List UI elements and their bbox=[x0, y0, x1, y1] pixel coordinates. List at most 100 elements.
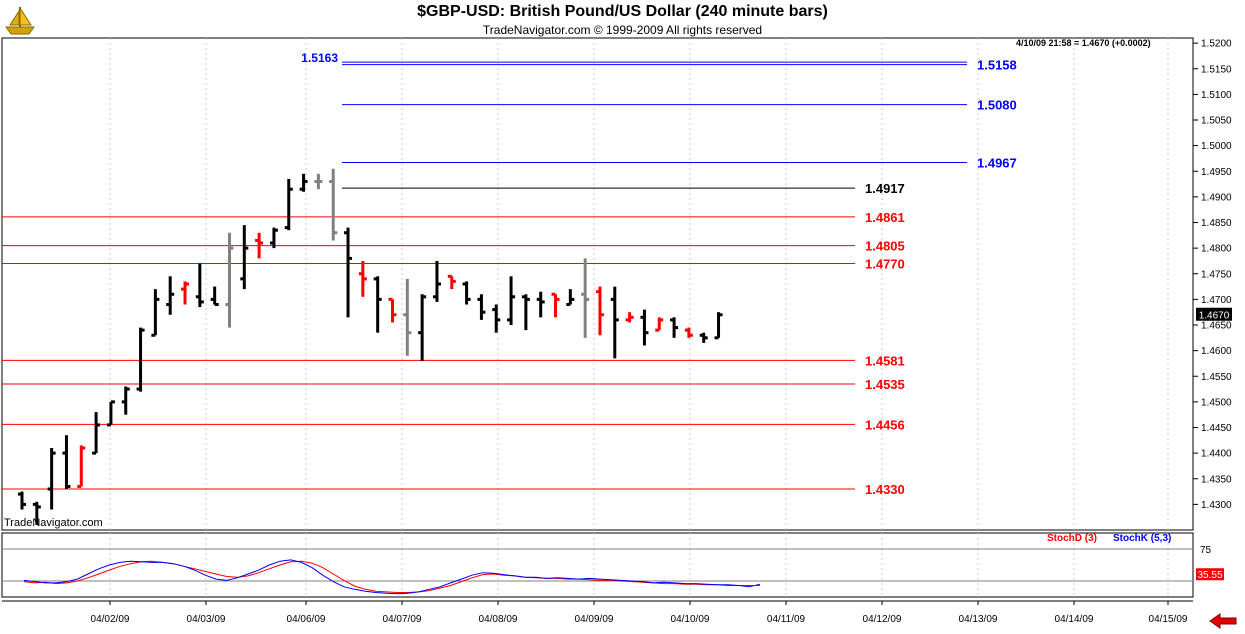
level-label: 1.4770 bbox=[865, 257, 905, 272]
y-tick-label: 1.4650 bbox=[1201, 321, 1232, 332]
ohlc-bar bbox=[225, 232, 234, 328]
ohlc-bar bbox=[388, 297, 397, 323]
stochk-line bbox=[23, 559, 761, 595]
level-label: 1.4967 bbox=[977, 156, 1017, 171]
ohlc-bar bbox=[314, 173, 323, 190]
ohlc-bar bbox=[655, 317, 664, 332]
ohlc-bar bbox=[181, 281, 190, 305]
ohlc-bar bbox=[299, 173, 308, 192]
stoch-y-tick-label: 75 bbox=[1200, 545, 1212, 556]
ohlc-bar bbox=[92, 412, 101, 455]
x-tick-label: 04/12/09 bbox=[863, 614, 902, 625]
x-tick-label: 04/06/09 bbox=[287, 614, 326, 625]
y-tick-label: 1.5000 bbox=[1201, 141, 1232, 152]
chart-subtitle: TradeNavigator.com © 1999-2009 All right… bbox=[482, 23, 763, 37]
x-tick-label: 04/09/09 bbox=[575, 614, 614, 625]
ohlc-bar bbox=[329, 168, 338, 241]
ohlc-bar bbox=[344, 227, 353, 318]
ohlc-bar bbox=[581, 258, 590, 338]
ohlc-bar bbox=[62, 435, 71, 489]
y-tick-label: 1.4450 bbox=[1201, 423, 1232, 434]
ohlc-bar bbox=[684, 327, 693, 338]
y-tick-label: 1.5100 bbox=[1201, 90, 1232, 101]
x-tick-label: 04/08/09 bbox=[479, 614, 518, 625]
last-price-label: 1.4670 bbox=[1199, 310, 1230, 321]
ohlc-bar bbox=[699, 332, 708, 343]
ohlc-bar bbox=[240, 225, 249, 290]
ohlc-bar bbox=[551, 292, 560, 318]
ohlc-bar bbox=[521, 294, 530, 331]
ohlc-bar bbox=[670, 317, 679, 338]
y-tick-label: 1.4350 bbox=[1201, 474, 1232, 485]
brand-watermark: TradeNavigator.com bbox=[4, 517, 103, 529]
ohlc-bar bbox=[284, 178, 293, 231]
stochd-line bbox=[23, 560, 760, 593]
ohlc-bar bbox=[447, 274, 456, 290]
red-left-arrow-icon[interactable] bbox=[1208, 613, 1238, 629]
ohlc-bar bbox=[640, 309, 649, 346]
x-tick-label: 04/13/09 bbox=[959, 614, 998, 625]
ohlc-bar bbox=[432, 260, 441, 302]
ohlc-bar bbox=[106, 400, 115, 427]
level-label: 1.5080 bbox=[977, 98, 1017, 113]
y-tick-label: 1.5150 bbox=[1201, 64, 1232, 75]
ohlc-bar bbox=[195, 263, 204, 308]
ohlc-bar bbox=[121, 386, 130, 415]
y-tick-label: 1.4500 bbox=[1201, 397, 1232, 408]
x-tick-label: 04/15/09 bbox=[1149, 614, 1188, 625]
ohlc-bar bbox=[403, 278, 412, 356]
x-tick-label: 04/03/09 bbox=[187, 614, 226, 625]
y-tick-label: 1.5050 bbox=[1201, 116, 1232, 127]
y-tick-label: 1.4950 bbox=[1201, 167, 1232, 178]
level-label: 1.4917 bbox=[865, 181, 905, 196]
ohlc-bar bbox=[714, 312, 723, 340]
y-tick-label: 1.4800 bbox=[1201, 244, 1232, 255]
x-tick-label: 04/14/09 bbox=[1055, 614, 1094, 625]
level-label: 1.4861 bbox=[865, 210, 905, 225]
y-tick-label: 1.4550 bbox=[1201, 372, 1232, 383]
y-tick-label: 1.4600 bbox=[1201, 346, 1232, 357]
level-label: 1.4535 bbox=[865, 377, 905, 392]
x-tick-label: 04/07/09 bbox=[383, 614, 422, 625]
y-tick-label: 1.5200 bbox=[1201, 39, 1232, 50]
y-tick-label: 1.4700 bbox=[1201, 295, 1232, 306]
ohlc-bar bbox=[595, 286, 604, 336]
level-label: 1.5163 bbox=[301, 51, 338, 65]
x-tick-label: 04/11/09 bbox=[767, 614, 806, 625]
ohlc-bar bbox=[536, 291, 545, 318]
x-tick-label: 04/02/09 bbox=[91, 614, 130, 625]
level-label: 1.4581 bbox=[865, 353, 905, 368]
ohlc-bar bbox=[151, 289, 160, 337]
ohlc-bar bbox=[358, 260, 367, 297]
x-tick-label: 04/10/09 bbox=[671, 614, 710, 625]
ohlc-bar bbox=[507, 276, 516, 325]
ohlc-bar bbox=[210, 286, 219, 306]
y-tick-label: 1.4300 bbox=[1201, 500, 1232, 511]
ohlc-bar bbox=[610, 286, 619, 359]
ohlc-bar bbox=[477, 294, 486, 320]
indicator-panel-frame bbox=[1, 532, 1194, 598]
chart-title: $GBP-USD: British Pound/US Dollar (240 m… bbox=[417, 3, 828, 20]
ohlc-bar bbox=[47, 448, 56, 510]
y-tick-label: 1.4900 bbox=[1201, 192, 1232, 203]
ohlc-bar bbox=[418, 294, 427, 361]
level-label: 1.4330 bbox=[865, 482, 905, 497]
ohlc-bar bbox=[625, 312, 634, 323]
level-label: 1.5158 bbox=[977, 58, 1017, 73]
y-tick-label: 1.4850 bbox=[1201, 218, 1232, 229]
ohlc-bar bbox=[255, 232, 264, 259]
level-label: 1.4456 bbox=[865, 417, 905, 432]
y-tick-label: 1.4750 bbox=[1201, 269, 1232, 280]
ohlc-bar bbox=[136, 327, 145, 392]
stochk-legend: StochK (5,3) bbox=[1113, 533, 1172, 544]
y-tick-label: 1.4400 bbox=[1201, 449, 1232, 460]
ohlc-bar bbox=[18, 491, 26, 510]
price-readout: 4/10/09 21:58 = 1.4670 (+0.0002) bbox=[1016, 38, 1151, 48]
ohlc-bar bbox=[373, 276, 382, 333]
stoch-last-tag bbox=[1196, 568, 1224, 581]
ohlc-bar bbox=[77, 445, 86, 488]
ohlc-bar bbox=[166, 276, 175, 315]
stoch-last-label: 35.55 bbox=[1197, 570, 1222, 581]
